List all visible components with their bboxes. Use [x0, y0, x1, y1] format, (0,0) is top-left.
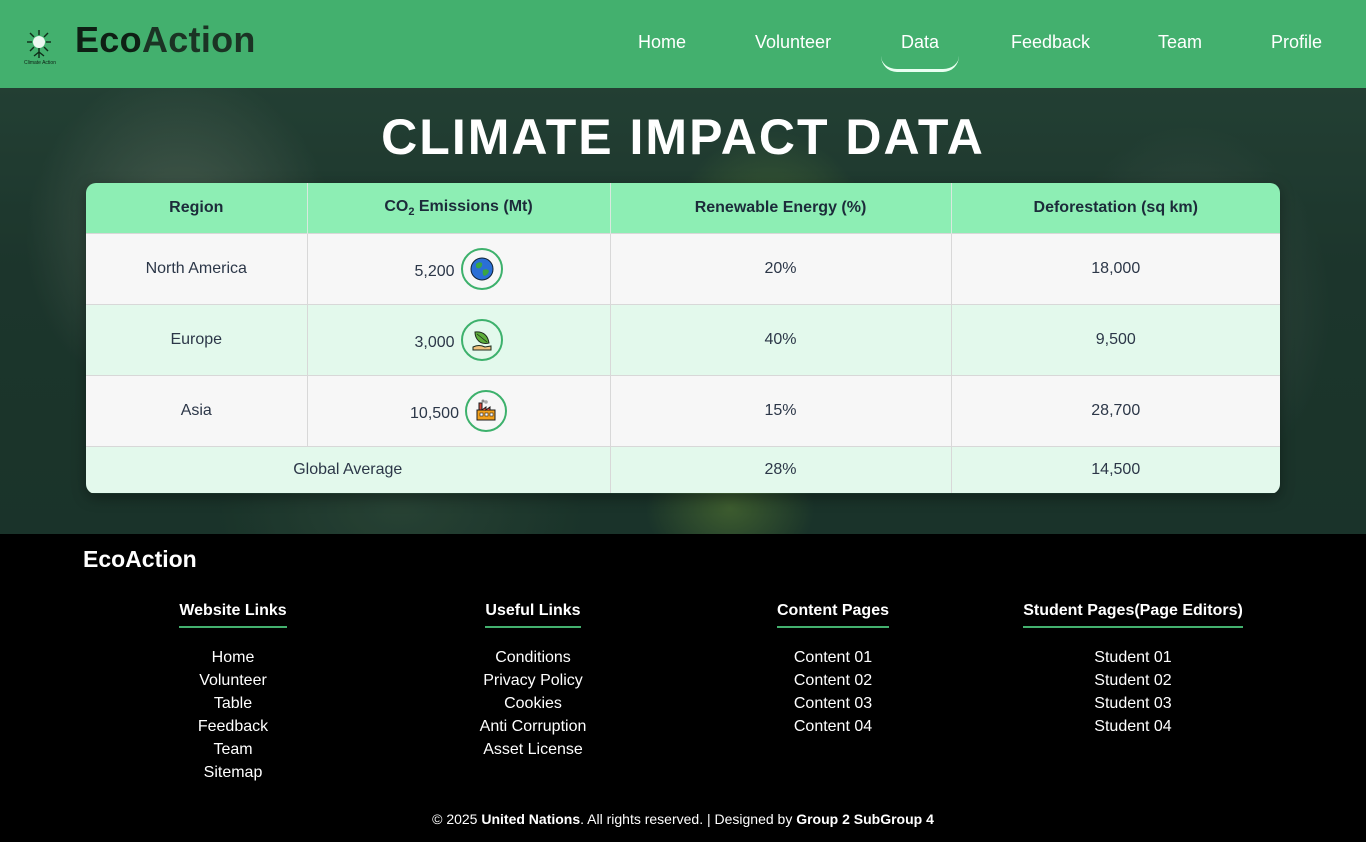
site-footer: EcoAction Website Links Home Volunteer T… [0, 534, 1366, 842]
climate-data-table: Region CO2 Emissions (Mt) Renewable Ener… [86, 183, 1280, 494]
header-deforestation: Deforestation (sq km) [951, 183, 1280, 233]
footer-column-title: Student Pages(Page Editors) [1023, 602, 1243, 628]
copyright-text: © 2025 United Nations. All rights reserv… [0, 811, 1366, 827]
table-footer-row: Global Average 28% 14,500 [86, 445, 1280, 493]
cell-co2: 10,500 [307, 374, 611, 446]
table-row: Europe 3,000 40% 9,500 [86, 303, 1280, 375]
footer-link-student-03[interactable]: Student 03 [1094, 695, 1172, 712]
brand-eco: Eco [75, 19, 142, 60]
footer-column-title: Useful Links [485, 602, 581, 628]
cell-region: North America [86, 232, 308, 304]
footer-link-privacy-policy[interactable]: Privacy Policy [483, 672, 583, 689]
global-average-deforestation: 14,500 [951, 445, 1280, 493]
header-co2-suffix: Emissions (Mt) [414, 197, 533, 215]
cell-renewable: 15% [610, 374, 952, 446]
nav-team[interactable]: Team [1158, 32, 1203, 52]
cell-deforestation: 9,500 [951, 303, 1280, 375]
copyright-middle: . All rights reserved. | Designed by [580, 811, 797, 827]
footer-link-feedback[interactable]: Feedback [197, 718, 269, 735]
climate-action-logo[interactable]: Climate Action [19, 26, 59, 68]
copyright-designer: Group 2 SubGroup 4 [796, 811, 934, 827]
co2-value: 10,500 [410, 404, 459, 422]
leaf-hand-icon [460, 318, 503, 361]
cell-region: Asia [86, 374, 308, 446]
footer-link-student-01[interactable]: Student 01 [1094, 649, 1172, 666]
nav-data[interactable]: Data [901, 32, 940, 52]
brand-action: Action [141, 19, 256, 60]
page-title: CLIMATE IMPACT DATA [381, 109, 985, 165]
footer-link-volunteer[interactable]: Volunteer [199, 672, 267, 689]
footer-link-home[interactable]: Home [211, 649, 255, 666]
cell-renewable: 40% [610, 303, 952, 375]
copyright-org: United Nations [481, 811, 581, 827]
footer-column-title: Content Pages [776, 602, 889, 628]
nav-feedback[interactable]: Feedback [1011, 32, 1091, 52]
footer-column-student-pages: Student Pages(Page Editors) Student 01 S… [983, 602, 1283, 738]
footer-link-content-03[interactable]: Content 03 [793, 695, 873, 712]
tree-logo-icon [27, 30, 51, 58]
footer-link-table[interactable]: Table [213, 695, 253, 712]
factory-icon [464, 389, 507, 432]
top-navbar: Climate Action EcoAction Home Volunteer … [0, 0, 1366, 88]
table-row: Asia 10,500 [86, 374, 1280, 446]
co2-value: 3,000 [414, 333, 455, 351]
header-renewable: Renewable Energy (%) [610, 183, 952, 233]
footer-link-student-02[interactable]: Student 02 [1094, 672, 1172, 689]
cell-deforestation: 18,000 [951, 232, 1280, 304]
header-co2-sub: 2 [408, 205, 415, 218]
footer-column-website-links: Website Links Home Volunteer Table Feedb… [83, 602, 383, 784]
nav-profile[interactable]: Profile [1271, 32, 1323, 52]
copyright-prefix: © 2025 [432, 811, 482, 827]
footer-column-title: Website Links [179, 602, 287, 628]
footer-brand: EcoAction [83, 546, 197, 572]
table-header-row: Region CO2 Emissions (Mt) Renewable Ener… [86, 183, 1280, 233]
footer-link-student-04[interactable]: Student 04 [1094, 718, 1172, 735]
footer-link-anti-corruption[interactable]: Anti Corruption [479, 718, 587, 735]
header-co2-prefix: CO [384, 197, 409, 215]
footer-link-content-04[interactable]: Content 04 [793, 718, 873, 735]
logo-caption: Climate Action [24, 60, 56, 66]
active-nav-indicator [881, 56, 959, 72]
globe-icon [460, 247, 503, 290]
footer-link-cookies[interactable]: Cookies [504, 695, 562, 712]
cell-co2: 3,000 [307, 303, 611, 375]
footer-link-asset-license[interactable]: Asset License [483, 741, 583, 758]
brand-name[interactable]: EcoAction [75, 19, 256, 61]
header-region: Region [86, 183, 308, 233]
nav-volunteer[interactable]: Volunteer [755, 32, 832, 52]
co2-value: 5,200 [414, 262, 455, 280]
footer-link-sitemap[interactable]: Sitemap [203, 764, 263, 781]
cell-renewable: 20% [610, 232, 952, 304]
global-average-renewable: 28% [610, 445, 952, 493]
footer-link-content-02[interactable]: Content 02 [793, 672, 873, 689]
footer-column-content-pages: Content Pages Content 01 Content 02 Cont… [683, 602, 983, 738]
cell-deforestation: 28,700 [951, 374, 1280, 446]
nav-home[interactable]: Home [638, 32, 687, 52]
footer-column-useful-links: Useful Links Conditions Privacy Policy C… [383, 602, 683, 761]
header-co2: CO2 Emissions (Mt) [307, 183, 611, 233]
table-row: North America 5,200 20% 1 [86, 232, 1280, 304]
footer-link-conditions[interactable]: Conditions [495, 649, 571, 666]
footer-link-team[interactable]: Team [213, 741, 253, 758]
footer-link-content-01[interactable]: Content 01 [793, 649, 873, 666]
cell-co2: 5,200 [307, 232, 611, 304]
cell-region: Europe [86, 303, 308, 375]
global-average-label: Global Average [86, 445, 611, 493]
